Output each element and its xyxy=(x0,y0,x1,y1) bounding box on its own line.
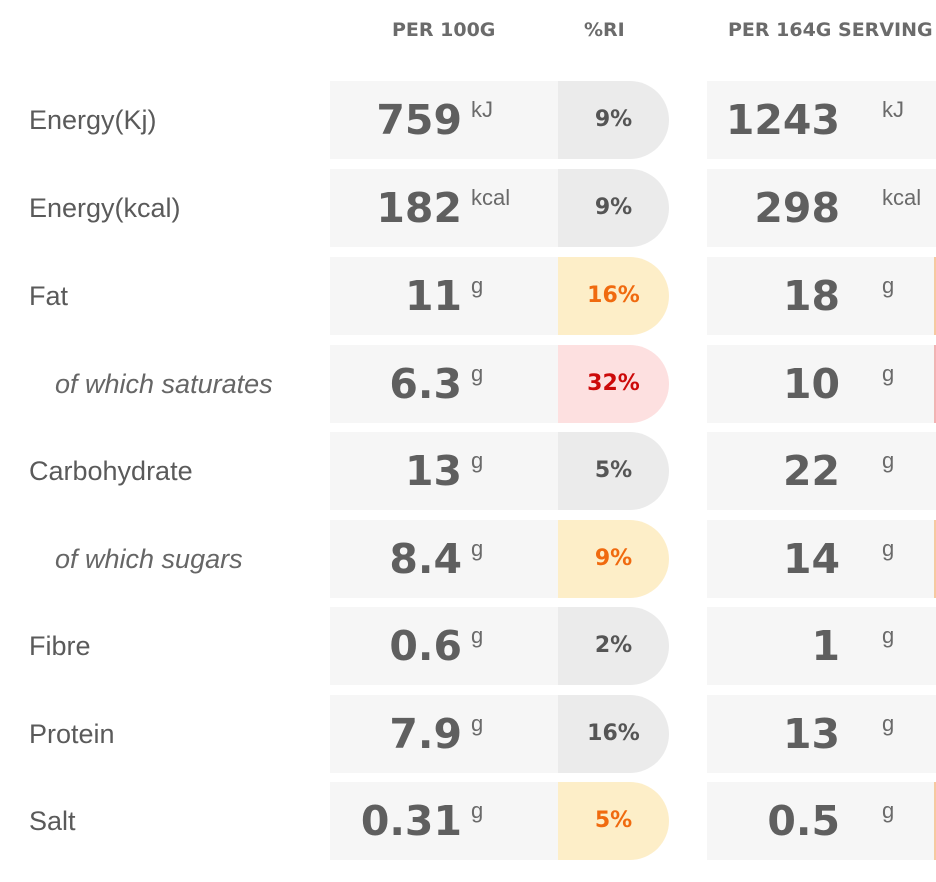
nutrient-label: Fat xyxy=(29,281,69,311)
per-100g-unit: g xyxy=(471,536,484,561)
per-serving-value: 298 xyxy=(754,184,840,232)
nutrition-row-energy-kj: Energy(Kj) 759 kJ 9% 1243 kJ xyxy=(0,81,936,159)
nutrient-label: Energy(Kj) xyxy=(29,105,157,135)
nutrition-row-sugars: of which sugars 8.4 g 9% 14 g xyxy=(0,520,936,598)
per-100g-cell: 13 g xyxy=(330,432,558,510)
nutrient-label: Salt xyxy=(29,806,76,836)
per-serving-value: 0.5 xyxy=(767,797,840,845)
per-serving-cell: 0.5 g xyxy=(707,782,936,860)
per-100g-unit: kcal xyxy=(471,185,511,210)
per-100g-value: 0.31 xyxy=(360,797,462,845)
per-100g-unit: g xyxy=(471,711,484,736)
per-serving-unit: g xyxy=(882,361,895,386)
per-serving-cell: 10 g xyxy=(707,345,936,423)
per-serving-cell: 18 g xyxy=(707,257,936,335)
per-100g-unit: g xyxy=(471,448,484,473)
ri-badge: 2% xyxy=(558,607,669,685)
per-100g-cell: 0.6 g xyxy=(330,607,558,685)
per-100g-value: 8.4 xyxy=(389,535,462,583)
nutrition-row-fat: Fat 11 g 16% 18 g xyxy=(0,257,936,335)
ri-badge: 32% xyxy=(558,345,669,423)
per-serving-cell: 1 g xyxy=(707,607,936,685)
per-serving-value: 1243 xyxy=(725,96,840,144)
per-serving-value: 22 xyxy=(782,447,840,495)
per-serving-unit: kcal xyxy=(882,185,922,210)
ri-badge: 16% xyxy=(558,695,669,773)
nutrition-row-fibre: Fibre 0.6 g 2% 1 g xyxy=(0,607,936,685)
per-serving-cell: 14 g xyxy=(707,520,936,598)
per-serving-cell: 298 kcal xyxy=(707,169,936,247)
per-100g-cell: 6.3 g xyxy=(330,345,558,423)
per-100g-unit: g xyxy=(471,798,484,823)
per-serving-unit: g xyxy=(882,448,895,473)
per-serving-unit: g xyxy=(882,711,895,736)
header-ri: %RI xyxy=(584,19,625,41)
per-100g-value: 0.6 xyxy=(389,622,462,670)
per-100g-cell: 11 g xyxy=(330,257,558,335)
ri-badge: 9% xyxy=(558,520,669,598)
per-100g-unit: kJ xyxy=(471,97,493,122)
ri-badge: 9% xyxy=(558,81,669,159)
per-100g-cell: 7.9 g xyxy=(330,695,558,773)
per-100g-unit: g xyxy=(471,623,484,648)
per-100g-value: 759 xyxy=(376,96,462,144)
per-100g-cell: 182 kcal xyxy=(330,169,558,247)
header-per-100g: PER 100G xyxy=(392,19,496,41)
per-serving-value: 18 xyxy=(782,272,840,320)
nutrition-row-carbohydrate: Carbohydrate 13 g 5% 22 g xyxy=(0,432,936,510)
per-serving-cell: 13 g xyxy=(707,695,936,773)
per-serving-unit: kJ xyxy=(882,97,904,122)
nutrition-row-protein: Protein 7.9 g 16% 13 g xyxy=(0,695,936,773)
nutrient-label: Carbohydrate xyxy=(29,456,193,486)
per-100g-value: 182 xyxy=(376,184,462,232)
per-serving-value: 10 xyxy=(782,360,840,408)
per-serving-unit: g xyxy=(882,536,895,561)
per-100g-value: 13 xyxy=(404,447,462,495)
per-serving-unit: g xyxy=(882,798,895,823)
per-100g-value: 6.3 xyxy=(389,360,462,408)
per-100g-cell: 759 kJ xyxy=(330,81,558,159)
per-serving-value: 1 xyxy=(811,622,840,670)
per-100g-unit: g xyxy=(471,273,484,298)
per-100g-value: 11 xyxy=(404,272,462,320)
per-serving-unit: g xyxy=(882,273,895,298)
per-serving-unit: g xyxy=(882,623,895,648)
header-per-serving: PER 164G SERVING xyxy=(728,19,933,41)
nutrient-label: of which saturates xyxy=(55,369,273,399)
ri-badge: 9% xyxy=(558,169,669,247)
nutrient-label: Protein xyxy=(29,719,115,749)
nutrient-label: of which sugars xyxy=(55,544,243,574)
per-100g-value: 7.9 xyxy=(389,710,462,758)
per-100g-cell: 0.31 g xyxy=(330,782,558,860)
per-serving-value: 14 xyxy=(782,535,840,583)
per-serving-cell: 22 g xyxy=(707,432,936,510)
ri-badge: 5% xyxy=(558,782,669,860)
per-100g-cell: 8.4 g xyxy=(330,520,558,598)
nutrition-row-saturates: of which saturates 6.3 g 32% 10 g xyxy=(0,345,936,423)
ri-badge: 16% xyxy=(558,257,669,335)
nutrition-row-salt: Salt 0.31 g 5% 0.5 g xyxy=(0,782,936,860)
per-serving-value: 13 xyxy=(782,710,840,758)
per-100g-unit: g xyxy=(471,361,484,386)
nutrition-row-energy-kcal: Energy(kcal) 182 kcal 9% 298 kcal xyxy=(0,169,936,247)
per-serving-cell: 1243 kJ xyxy=(707,81,936,159)
nutrient-label: Fibre xyxy=(29,631,91,661)
nutrient-label: Energy(kcal) xyxy=(29,193,181,223)
ri-badge: 5% xyxy=(558,432,669,510)
